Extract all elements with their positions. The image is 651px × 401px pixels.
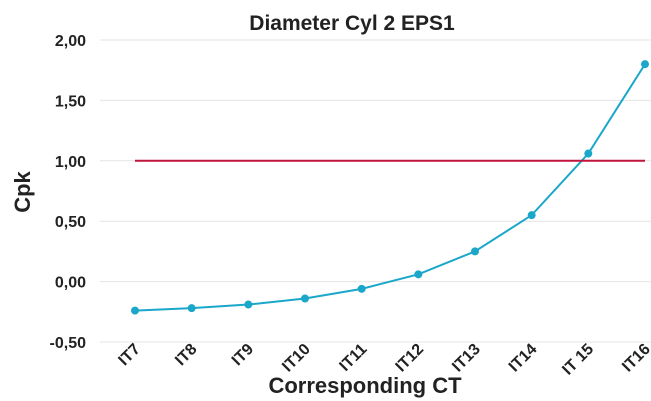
x-tick-label: IT12 <box>393 341 428 376</box>
point <box>187 304 196 313</box>
y-tick-label: 1,50 <box>55 93 86 110</box>
x-tick-label: IT16 <box>619 341 651 376</box>
x-tick-label: IT7 <box>115 341 143 369</box>
point <box>527 211 536 220</box>
y-tick-label: 0,00 <box>55 275 86 292</box>
x-axis-title: Corresponding CT <box>268 373 462 398</box>
line <box>134 63 646 312</box>
y-tick-label: -0,50 <box>50 335 87 352</box>
x-tick-label: IT9 <box>229 341 257 369</box>
point <box>301 294 309 303</box>
x-tick-label: IT8 <box>172 341 200 369</box>
y-tick-label: 1,00 <box>55 154 86 171</box>
y-tick-label: 2,00 <box>55 33 86 50</box>
point <box>641 60 649 69</box>
point <box>471 247 479 256</box>
x-tick-label: IT10 <box>279 341 314 376</box>
point <box>244 300 253 309</box>
point <box>414 270 423 279</box>
y-tick-label: 0,50 <box>55 214 86 231</box>
point <box>131 306 139 315</box>
point <box>584 149 593 158</box>
x-tick-label: IT11 <box>336 341 370 375</box>
x-tick-label: IT 15 <box>559 341 597 379</box>
y-axis-title: Cpk <box>10 170 35 212</box>
point <box>357 284 366 293</box>
x-tick-label: IT13 <box>449 341 484 376</box>
x-tick-label: IT14 <box>506 341 541 376</box>
chart-title: Diameter Cyl 2 EPS1 <box>249 12 455 35</box>
